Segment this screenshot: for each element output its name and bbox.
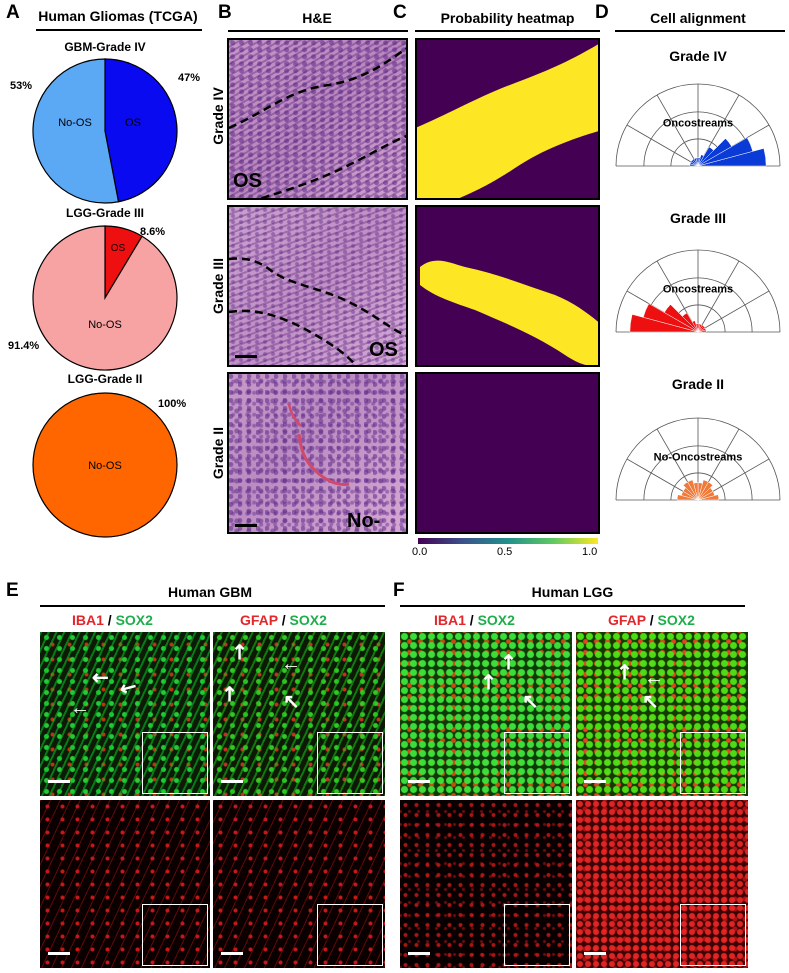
pie-slice: [32, 58, 120, 204]
channel-label-gfap-sox2-gbm: GFAP / SOX2: [240, 612, 327, 628]
arrow-icon: ↖: [114, 675, 143, 701]
pie-chart-grade2: No-OS: [32, 392, 178, 538]
arrow-icon: ↖: [610, 658, 639, 686]
arrow-icon: ↖: [474, 668, 503, 696]
fluor-lgg-iba1-sox2-merge: ↖ ↖ ↖: [400, 632, 572, 796]
panel-label-b: B: [218, 2, 232, 23]
polar-plot-grade3: Oncostreams: [615, 249, 781, 333]
pie-chart-grade4: No-OS OS: [32, 58, 178, 204]
row-label-grade3: Grade III: [210, 257, 226, 315]
rose-petal: [697, 154, 705, 167]
arrow-icon: ↖: [522, 691, 539, 713]
header-c: Probability heatmap: [440, 10, 575, 26]
channel-label-iba1-sox2-gbm: IBA1 / SOX2: [72, 612, 153, 628]
arrow-icon: ←: [70, 697, 90, 719]
polar-title-grade3: Grade III: [669, 210, 727, 226]
rose-petal: [697, 146, 714, 167]
scale-bar: [235, 524, 257, 527]
arrow-icon: ↖: [283, 691, 300, 713]
pie-slice-label-os-4: OS: [125, 117, 141, 129]
fluor-gbm-iba1-red: [40, 800, 210, 968]
pie-value-91-4: 91.4%: [8, 340, 40, 352]
row-label-grade2: Grade II: [210, 426, 226, 480]
pie-slice-label-noos-2: No-OS: [88, 460, 122, 472]
fluor-gbm-gfap-red: [213, 800, 385, 968]
arrow-icon: ↖: [642, 691, 659, 713]
rose-petal: [697, 479, 709, 501]
polar-plot-grade2: No-Oncostreams: [615, 417, 781, 501]
pie-value-8-6: 8.6%: [140, 226, 166, 238]
fluor-lgg-iba1-red: [400, 800, 572, 968]
pie-slice-label-noos-4: No-OS: [58, 117, 92, 129]
pie-slice: [104, 58, 178, 203]
he-tag-grade2: No-OS: [347, 510, 381, 532]
polar-label: Oncostreams: [663, 284, 733, 296]
arrow-icon: ←: [281, 653, 301, 675]
panel-label-a: A: [6, 2, 20, 23]
pie-title-grade3: LGG-Grade III: [65, 206, 144, 220]
scale-bar: [235, 355, 257, 358]
arrow-icon: ↖: [215, 680, 244, 708]
header-f: Human LGG: [531, 584, 614, 600]
rose-petal: [697, 137, 754, 167]
fluor-gbm-iba1-sox2-merge: ↖ ↖ ←: [40, 632, 210, 796]
fluor-gbm-gfap-sox2-merge: ↖ ← ↖ ↖: [213, 632, 385, 796]
polar-title-grade2: Grade II: [671, 376, 725, 392]
fluor-lgg-gfap-sox2-merge: ↖ ← ↖: [576, 632, 748, 796]
header-a: Human Gliomas (TCGA): [38, 8, 198, 24]
channel-label-gfap-sox2-lgg: GFAP / SOX2: [608, 612, 695, 628]
he-image-grade2: No-OS: [227, 372, 408, 534]
he-tag-grade4: OS: [233, 170, 262, 192]
colorbar-max: 1.0: [582, 546, 598, 558]
arrow-icon: ←: [644, 667, 664, 689]
pie-slice: [32, 225, 178, 371]
polar-plot-grade4: Oncostreams: [615, 83, 781, 167]
rose-petal: [689, 163, 699, 167]
arrow-icon: ↖: [225, 638, 254, 666]
fluor-lgg-gfap-red: [576, 800, 748, 968]
colorbar-mid: 0.5: [497, 546, 513, 558]
pie-slice-label-noos-3: No-OS: [88, 319, 122, 331]
heatmap-grade4: [415, 38, 600, 200]
colorbar: [418, 538, 598, 544]
polar-title-grade4: Grade IV: [669, 48, 727, 64]
pie-slice: [32, 392, 178, 538]
panel-label-f: F: [393, 580, 405, 601]
header-b: H&E: [302, 10, 332, 26]
arrow-icon: ↖: [86, 664, 115, 692]
arrow-icon: ↖: [494, 648, 523, 676]
he-tag-grade3: OS: [369, 339, 398, 361]
panel-label-d: D: [595, 2, 609, 23]
panel-label-c: C: [393, 2, 407, 23]
rose-petal: [697, 138, 733, 167]
rose-petal: [682, 481, 699, 501]
polar-label: No-Oncostreams: [654, 452, 743, 464]
colorbar-min: 0.0: [412, 546, 428, 558]
row-label-grade4: Grade IV: [210, 87, 226, 145]
pie-slice-label-os-3: OS: [111, 243, 126, 254]
heatmap-grade2: [415, 372, 600, 534]
pie-value-53: 53%: [10, 80, 33, 92]
he-image-grade3: OS: [227, 205, 408, 367]
rose-petal: [676, 494, 699, 501]
pie-value-47: 47%: [178, 72, 201, 84]
channel-label-iba1-sox2-lgg: IBA1 / SOX2: [434, 612, 515, 628]
header-e: Human GBM: [168, 584, 252, 600]
heatmap-grade3: [415, 205, 600, 367]
pie-chart-grade3: No-OS OS: [32, 225, 178, 371]
rose-petal: [629, 314, 699, 333]
pie-title-grade2: LGG-Grade II: [67, 372, 143, 386]
pie-value-100: 100%: [158, 398, 187, 410]
polar-label: Oncostreams: [663, 118, 733, 130]
he-image-grade4: OS: [227, 38, 408, 200]
panel-label-e: E: [6, 580, 19, 601]
pie-title-grade4: GBM-Grade IV: [64, 40, 146, 54]
header-d: Cell alignment: [650, 10, 746, 26]
